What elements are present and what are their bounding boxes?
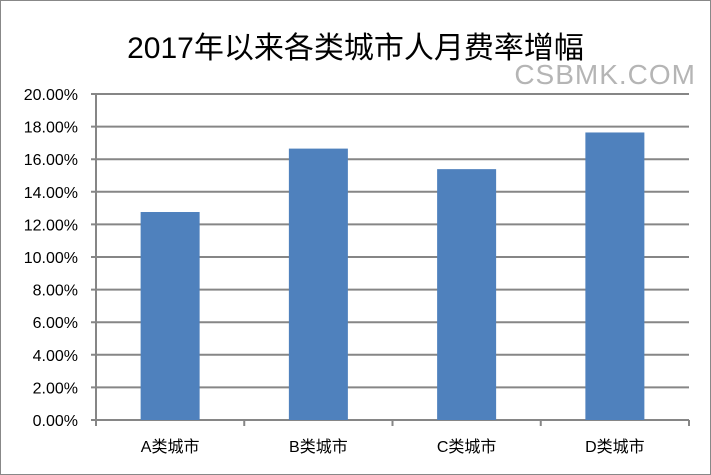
y-tick-label: 4.00% bbox=[33, 348, 78, 365]
x-tick-label: D类城市 bbox=[585, 438, 645, 456]
y-tick-label: 2.00% bbox=[33, 380, 78, 397]
y-tick-label: 16.00% bbox=[24, 152, 78, 169]
y-tick-label: 14.00% bbox=[24, 185, 78, 202]
watermark: CSBMK.COM bbox=[514, 59, 696, 90]
x-tick-label: B类城市 bbox=[289, 438, 348, 456]
x-tick-label: A类城市 bbox=[141, 438, 200, 456]
y-tick-label: 6.00% bbox=[33, 315, 78, 332]
bar bbox=[288, 148, 348, 421]
y-tick-label: 10.00% bbox=[24, 250, 78, 267]
chart-title: 2017年以来各类城市人月费率增幅 bbox=[127, 32, 584, 65]
bar bbox=[585, 132, 645, 420]
bar bbox=[140, 212, 200, 420]
y-tick-label: 20.00% bbox=[24, 87, 78, 104]
bar bbox=[437, 169, 497, 420]
y-tick-label: 18.00% bbox=[24, 120, 78, 137]
y-tick-label: 12.00% bbox=[24, 217, 78, 234]
y-tick-label: 0.00% bbox=[33, 413, 78, 430]
y-tick-label: 8.00% bbox=[33, 283, 78, 300]
x-tick-label: C类城市 bbox=[437, 438, 497, 456]
